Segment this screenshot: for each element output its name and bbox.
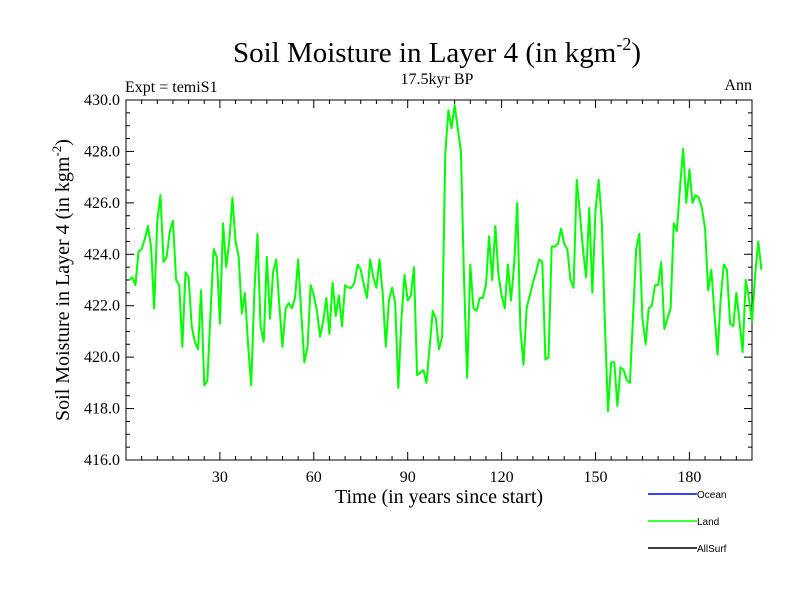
y-tick-label: 422.0 xyxy=(84,298,120,315)
y-tick-label: 416.0 xyxy=(84,452,120,469)
x-tick-label: 90 xyxy=(400,469,416,486)
y-tick-label: 430.0 xyxy=(84,92,120,109)
legend-label-land: Land xyxy=(697,517,719,528)
legend-label-ocean: Ocean xyxy=(697,490,726,501)
x-tick-label: 60 xyxy=(306,469,322,486)
legend-label-allsurf: AllSurf xyxy=(697,544,727,555)
land-series-line xyxy=(128,104,763,413)
x-tick-label: 30 xyxy=(212,469,228,486)
x-axis: 30 60 90 120 150 180 xyxy=(141,100,737,486)
y-tick-label: 424.0 xyxy=(84,246,120,263)
y-axis-label-superscript: -2 xyxy=(49,146,64,157)
chart-subtitle: 17.5kyr BP xyxy=(401,71,474,88)
y-tick-label: 418.0 xyxy=(84,401,120,418)
chart-title-superscript: -2 xyxy=(616,34,631,54)
y-tick-label: 428.0 xyxy=(84,143,120,160)
y-axis-label: Soil Moisture in Layer 4 (in kgm-2) xyxy=(49,139,74,421)
x-tick-label: 180 xyxy=(677,469,701,486)
experiment-label: Expt = temiS1 xyxy=(125,79,218,96)
x-tick-label: 120 xyxy=(490,469,514,486)
y-tick-label: 420.0 xyxy=(84,349,120,366)
season-label: Ann xyxy=(724,77,752,94)
x-tick-label: 150 xyxy=(584,469,608,486)
legend: Ocean Land AllSurf xyxy=(648,490,727,555)
x-axis-label: Time (in years since start) xyxy=(335,486,543,508)
y-axis: 416.0 418.0 420.0 422.0 424.0 426.0 428.0 430.0 xyxy=(84,92,752,469)
chart-title: Soil Moisture in Layer 4 (in kgm-2) xyxy=(233,34,641,69)
y-tick-label: 426.0 xyxy=(84,195,120,212)
